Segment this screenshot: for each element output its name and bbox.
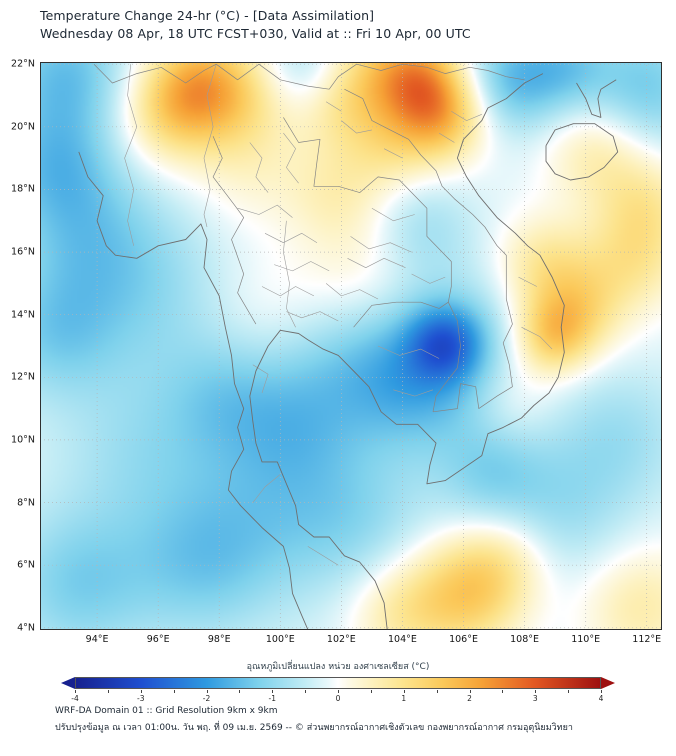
colorbar-minor-tick (601, 690, 602, 693)
colorbar-tick-label: -3 (137, 694, 145, 703)
y-tick-label: 22°N (11, 58, 35, 70)
admin-boundary-line (325, 283, 379, 300)
colorbar-minor-tick (272, 690, 274, 693)
map-overlay-svg (40, 62, 662, 630)
admin-boundary-line (521, 326, 553, 350)
y-tick-label: 14°N (11, 309, 35, 321)
colorbar-minor-tick (502, 690, 504, 693)
admin-boundary-line (274, 261, 330, 272)
country-border-line (215, 63, 525, 90)
admin-boundary-line (307, 546, 339, 566)
colorbar-tick-label: 4 (598, 694, 604, 703)
colorbar-minor-tick (239, 690, 241, 693)
x-tick-label: 102°E (326, 634, 356, 645)
colorbar-minor-tick (403, 690, 405, 693)
coastline (78, 151, 309, 630)
temperature-field-canvas (40, 62, 662, 630)
admin-boundary-line (124, 64, 138, 246)
y-tick-label: 8°N (17, 497, 35, 509)
chart-subtitle: Wednesday 08 Apr, 18 UTC FCST+030, Valid… (40, 26, 471, 41)
country-border-line (283, 117, 452, 303)
colorbar-tick-label: 1 (401, 694, 407, 703)
plot-frame (40, 62, 662, 630)
y-tick-label: 12°N (11, 371, 35, 383)
colorbar-left-arrow (61, 677, 75, 689)
admin-boundary-line (252, 364, 269, 394)
colorbar-minor-tick (75, 690, 76, 693)
colorbar-tick-label: -1 (268, 694, 276, 703)
x-tick-label: 100°E (265, 634, 295, 645)
x-tick-label: 106°E (449, 634, 478, 645)
y-tick-label: 4°N (17, 622, 35, 634)
x-tick-label: 96°E (146, 634, 170, 645)
coastline (545, 123, 619, 181)
admin-boundary-line (237, 204, 293, 218)
colorbar-minor-tick (370, 690, 372, 693)
admin-boundary-line (341, 120, 372, 134)
admin-boundary-line (261, 286, 315, 297)
chart-header: Temperature Change 24-hr (°C) - [Data As… (40, 7, 471, 43)
colorbar-minor-tick (568, 690, 570, 693)
coastline (576, 79, 617, 118)
x-tick-label: 94°E (85, 634, 109, 645)
chart-title: Temperature Change 24-hr (°C) - [Data As… (40, 8, 375, 23)
admin-boundary-line (451, 110, 482, 121)
colorbar-right-arrow (601, 677, 615, 689)
admin-boundary-line (411, 273, 446, 284)
admin-boundary-line (286, 311, 339, 322)
colorbar-minor-tick (107, 690, 109, 693)
x-tick-label: 98°E (207, 634, 231, 645)
admin-boundary-line (438, 132, 455, 143)
y-tick-label: 16°N (11, 246, 35, 258)
y-tick-label: 20°N (11, 121, 35, 133)
admin-boundary-line (325, 101, 342, 112)
admin-boundary-line (203, 64, 217, 228)
colorbar-tick-label: 0 (335, 694, 341, 703)
admin-boundary-line (393, 389, 434, 397)
colorbar-minor-tick (338, 690, 339, 693)
y-tick-label: 6°N (17, 559, 35, 571)
admin-boundary-line (252, 474, 281, 503)
admin-boundary-line (249, 142, 269, 193)
colorbar-minor-tick (436, 690, 438, 693)
admin-boundary-line (518, 276, 537, 287)
colorbar-tick-label: -4 (71, 694, 79, 703)
map-plot (40, 62, 662, 630)
x-tick-label: 110°E (571, 634, 601, 645)
country-border-line (344, 88, 507, 299)
country-border-line (93, 63, 217, 84)
country-border-line (432, 302, 461, 412)
x-tick-label: 104°E (387, 634, 417, 645)
footer-update-info: ปรับปรุงข้อมูล ณ เวลา 01:00น. วัน พฤ. ที… (55, 723, 573, 733)
country-border-line (353, 301, 449, 328)
colorbar-tick-label: -2 (202, 694, 211, 703)
admin-boundary-line (264, 233, 318, 243)
colorbar-minor-tick (140, 690, 142, 693)
admin-boundary-line (350, 236, 412, 253)
colorbar-minor-tick (305, 690, 307, 693)
colorbar-minor-tick (206, 690, 208, 693)
admin-boundary-line (347, 258, 406, 268)
colorbar-gradient (75, 677, 601, 689)
admin-boundary-line (383, 148, 403, 159)
colorbar-minor-tick (469, 690, 471, 693)
colorbar-label: อุณหภูมิเปลี่ยนแปลง หน่วย องศาเซลเซียส (… (246, 662, 430, 672)
colorbar-tick-label: 3 (532, 694, 538, 703)
admin-boundary-line (283, 132, 299, 184)
x-tick-label: 112°E (632, 634, 662, 645)
admin-boundary-line (377, 345, 440, 359)
colorbar-minor-tick (535, 690, 537, 693)
colorbar-tick-label: 2 (467, 694, 472, 703)
admin-boundary-line (283, 220, 296, 328)
x-tick-label: 108°E (510, 634, 540, 645)
y-tick-label: 18°N (11, 183, 35, 195)
admin-boundary-line (371, 207, 415, 222)
footer-domain-info: WRF-DA Domain 01 :: Grid Resolution 9km … (55, 706, 278, 716)
colorbar-minor-tick (173, 690, 175, 693)
country-border-line (432, 298, 513, 413)
country-border-line (212, 136, 257, 325)
y-tick-label: 10°N (11, 434, 35, 446)
coastline (249, 73, 565, 630)
